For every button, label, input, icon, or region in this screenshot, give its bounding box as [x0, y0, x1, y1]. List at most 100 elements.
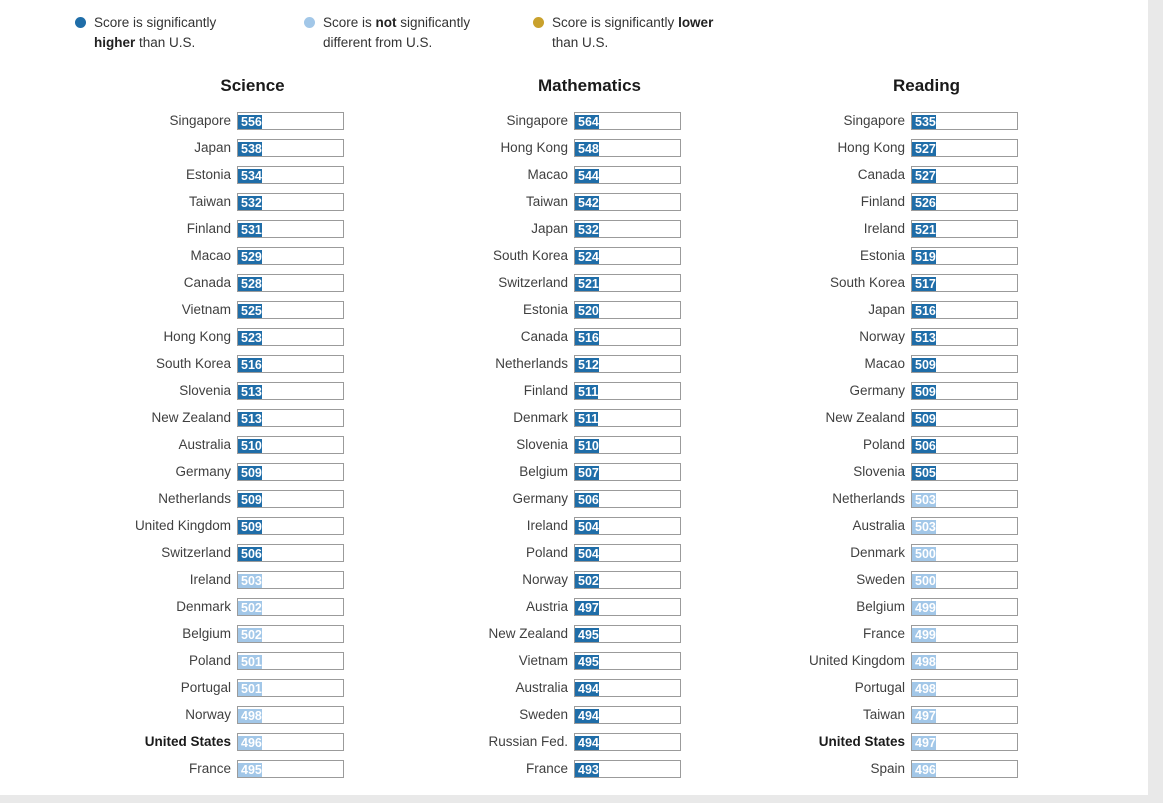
bar-fill: 502: [238, 600, 262, 615]
country-label: Belgium: [856, 599, 905, 614]
country-row: New Zealand 513: [67, 408, 348, 427]
legend-label: Score is not significantly different fro…: [323, 13, 485, 54]
bar-fill: 494: [575, 681, 599, 696]
country-row: Canada 516: [404, 327, 685, 346]
bar-fill: 512: [575, 357, 599, 372]
country-label: Taiwan: [188, 194, 231, 209]
country-label: South Korea: [155, 356, 231, 371]
country-row: Canada 528: [67, 273, 348, 292]
country-row: South Korea 524: [404, 246, 685, 265]
country-row: Switzerland 521: [404, 273, 685, 292]
rows: Singapore 535 Hong Kong 527 Canada 527 F…: [741, 111, 1022, 778]
score-bar: 495: [574, 651, 681, 670]
bar-fill: 504: [575, 546, 599, 561]
country-label: Portugal: [854, 680, 905, 695]
country-label: Norway: [522, 572, 568, 587]
score-bar: 498: [911, 678, 1018, 697]
country-label: Japan: [531, 221, 568, 236]
country-row: Slovenia 510: [404, 435, 685, 454]
country-row: Macao 529: [67, 246, 348, 265]
bar-fill: 504: [575, 519, 599, 534]
country-row: United States 496: [67, 732, 348, 751]
score-bar: 501: [237, 651, 344, 670]
legend-label: Score is significantly lower than U.S.: [552, 13, 714, 54]
country-label: Finland: [523, 383, 568, 398]
legend-item: Score is not significantly different fro…: [304, 13, 485, 54]
country-row: Poland 501: [67, 651, 348, 670]
bar-fill: 509: [912, 384, 936, 399]
score-bar: 513: [911, 327, 1018, 346]
bar-fill: 531: [238, 222, 262, 237]
country-label: United Kingdom: [808, 653, 905, 668]
country-label: Vietnam: [518, 653, 568, 668]
bar-fill: 498: [238, 708, 262, 723]
score-bar: 502: [574, 570, 681, 589]
bar-fill: 511: [575, 411, 599, 426]
bar-fill: 527: [912, 141, 936, 156]
country-row: Ireland 503: [67, 570, 348, 589]
score-bar: 502: [237, 597, 344, 616]
score-bar: 534: [237, 165, 344, 184]
bar-fill: 506: [575, 492, 599, 507]
country-label: Poland: [862, 437, 905, 452]
bar-fill: 520: [575, 303, 599, 318]
country-row: United Kingdom 498: [741, 651, 1022, 670]
score-bar: 513: [237, 408, 344, 427]
bar-fill: 516: [575, 330, 599, 345]
country-label: Slovenia: [516, 437, 568, 452]
score-bar: 493: [574, 759, 681, 778]
country-label: Norway: [859, 329, 905, 344]
bar-fill: 532: [575, 222, 599, 237]
country-label: Denmark: [850, 545, 905, 560]
score-bar: 527: [911, 165, 1018, 184]
bar-fill: 548: [575, 141, 599, 156]
bar-fill: 498: [912, 654, 936, 669]
country-row: Estonia 519: [741, 246, 1022, 265]
country-row: Norway 502: [404, 570, 685, 589]
country-row: Spain 496: [741, 759, 1022, 778]
country-row: Portugal 501: [67, 678, 348, 697]
score-bar: 532: [574, 219, 681, 238]
bar-fill: 509: [238, 465, 262, 480]
legend-dot-icon: [533, 17, 544, 28]
country-label: Hong Kong: [163, 329, 231, 344]
bar-fill: 513: [238, 411, 262, 426]
score-bar: 512: [574, 354, 681, 373]
score-bar: 521: [911, 219, 1018, 238]
bar-fill: 509: [912, 411, 936, 426]
country-row: Norway 498: [67, 705, 348, 724]
country-row: Portugal 498: [741, 678, 1022, 697]
country-row: Sweden 500: [741, 570, 1022, 589]
country-row: Estonia 534: [67, 165, 348, 184]
score-bar: 497: [574, 597, 681, 616]
country-label: Netherlands: [832, 491, 905, 506]
country-row: France 495: [67, 759, 348, 778]
country-label: Switzerland: [161, 545, 231, 560]
score-bar: 509: [237, 489, 344, 508]
country-label: Singapore: [843, 113, 905, 128]
bar-fill: 495: [575, 654, 599, 669]
country-label: Netherlands: [495, 356, 568, 371]
country-label: Australia: [852, 518, 905, 533]
country-row: Singapore 564: [404, 111, 685, 130]
bar-fill: 509: [238, 492, 262, 507]
country-label: New Zealand: [151, 410, 231, 425]
score-bar: 504: [574, 543, 681, 562]
country-label: Portugal: [180, 680, 231, 695]
score-bar: 496: [237, 732, 344, 751]
score-bar: 497: [911, 732, 1018, 751]
country-label: Ireland: [189, 572, 231, 587]
country-label: Canada: [183, 275, 231, 290]
legend: Score is significantly higher than U.S. …: [0, 0, 1148, 54]
column-title: Reading: [892, 75, 961, 95]
country-label: Taiwan: [525, 194, 568, 209]
bar-fill: 503: [912, 519, 936, 534]
score-bar: 556: [237, 111, 344, 130]
bar-fill: 498: [912, 681, 936, 696]
country-label: Canada: [520, 329, 568, 344]
country-row: Taiwan 497: [741, 705, 1022, 724]
country-row: Ireland 504: [404, 516, 685, 535]
bar-fill: 544: [575, 168, 599, 183]
country-row: Japan 532: [404, 219, 685, 238]
bar-fill: 511: [575, 384, 599, 399]
